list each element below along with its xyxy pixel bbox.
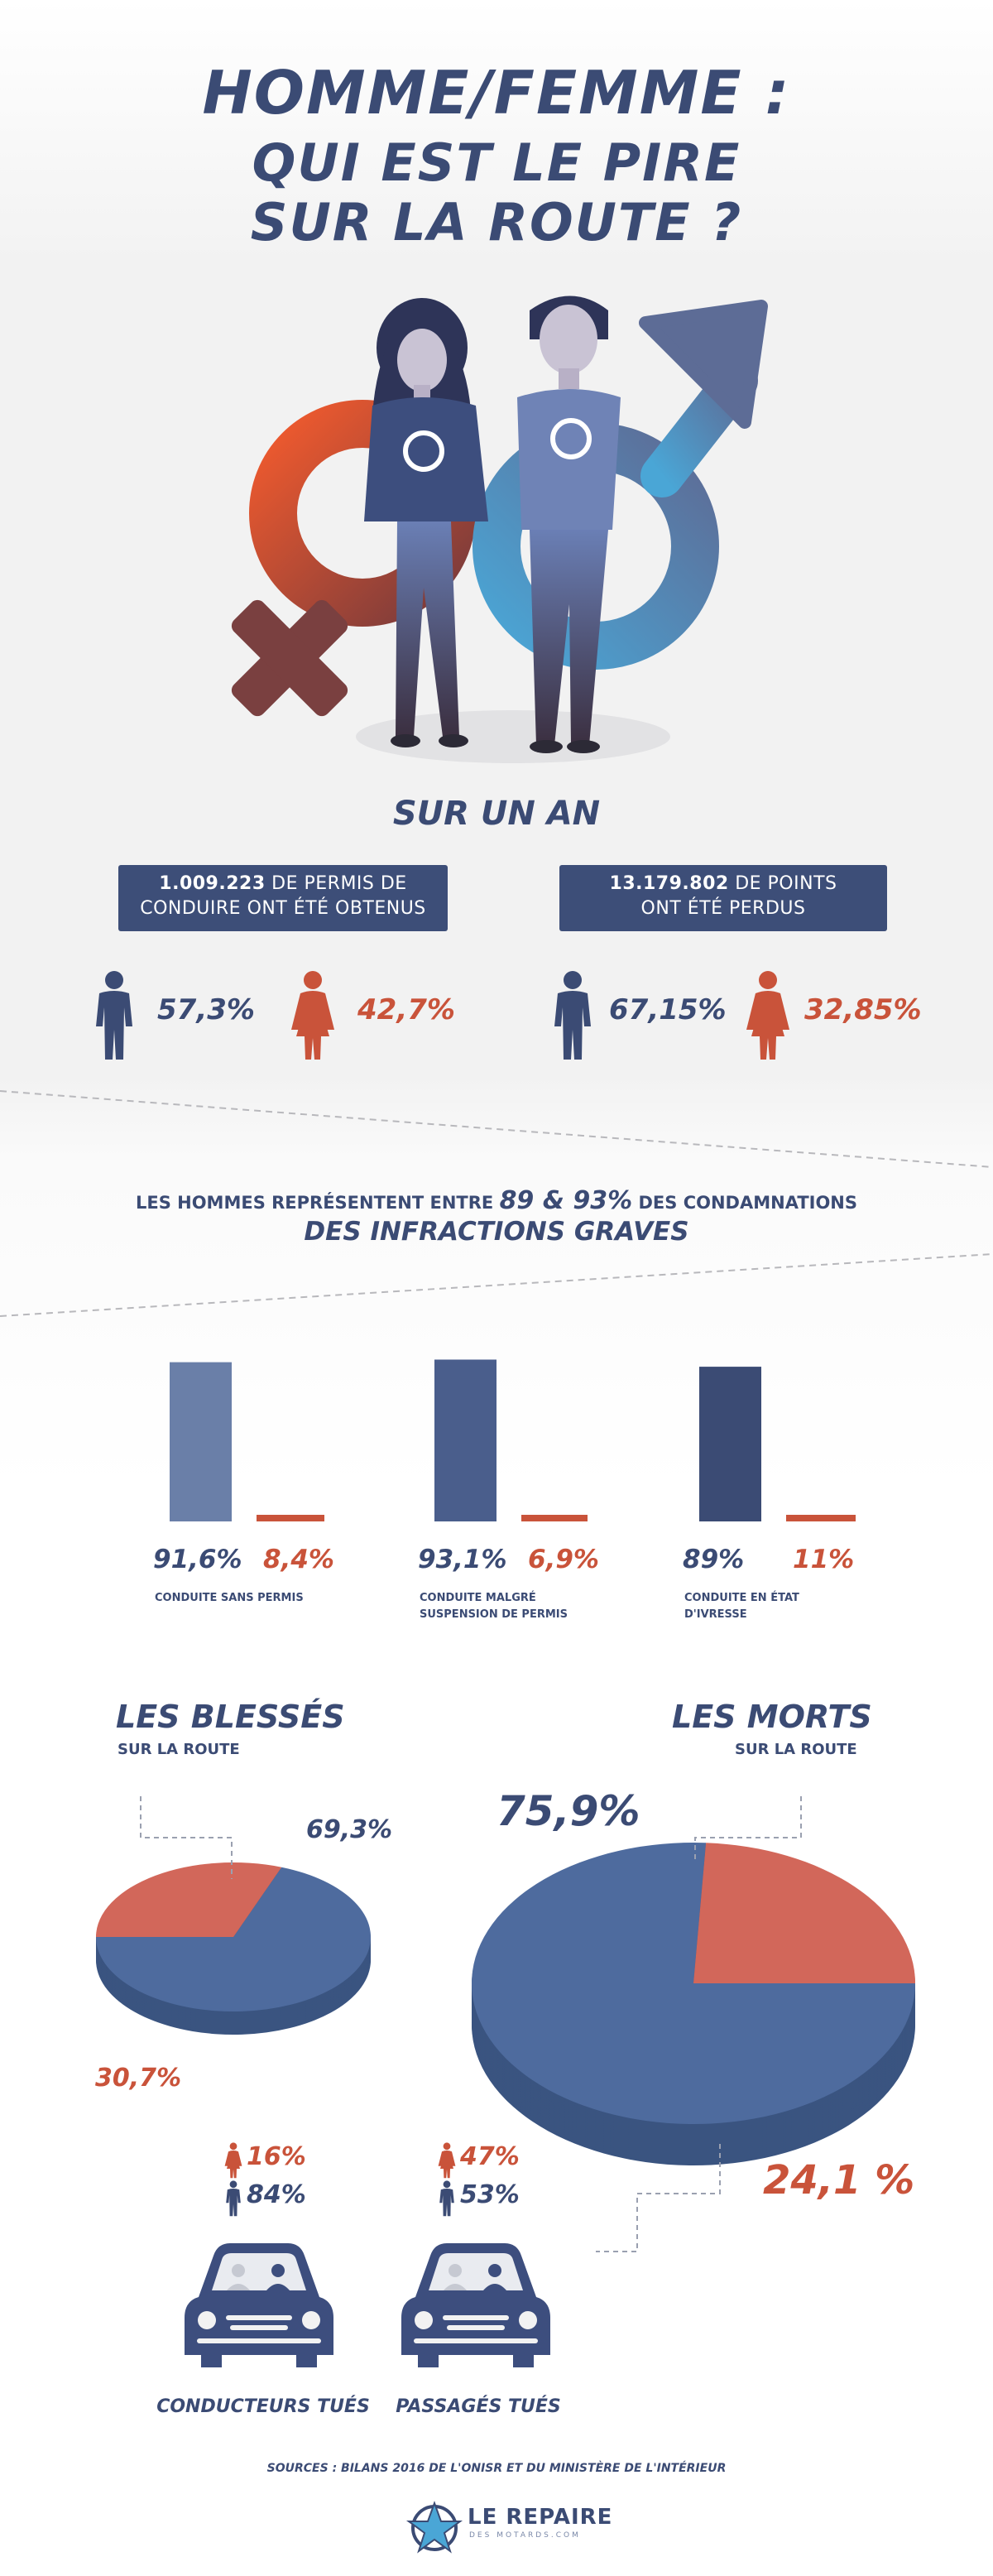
pie-slice (96, 1862, 282, 1937)
bar-label-male: 93,1% (418, 1545, 507, 1574)
pie-slice (693, 1843, 915, 1983)
bar-category-label: SUSPENSION DE PERMIS (420, 1608, 568, 1621)
bar-male (699, 1367, 761, 1521)
infractions-bar-chart: 91,6% 8,4% CONDUITE SANS PERMIS 93,1% 6,9% CO… (153, 1359, 856, 1621)
pie-slice (96, 1867, 371, 2011)
bar-label-female: 11% (793, 1545, 854, 1574)
female-icon-small (224, 2142, 242, 2179)
licenses-male-pct: 57,3% (157, 993, 255, 1026)
bar-category-label: CONDUITE EN ÉTAT (684, 1591, 799, 1604)
woman-figure (364, 298, 488, 747)
logo-name: LE REPAIRE (468, 2505, 613, 2530)
infractions-pre: LES HOMMES REPRÉSENTENT ENTRE (135, 1193, 500, 1213)
drivers-male-pct: 84% (247, 2180, 306, 2209)
licenses-box: 1.009.223 DE PERMIS DE CONDUIRE ONT ÉTÉ … (118, 865, 448, 931)
title-line-2: QUI EST LE PIRE (252, 132, 741, 193)
deaths-subtitle: SUR LA ROUTE (735, 1741, 857, 1758)
leader-line (140, 1796, 233, 1879)
male-person-icon (96, 971, 132, 1060)
leader-line (694, 1796, 802, 1861)
infractions-line-2: DES INFRACTIONS GRAVES (304, 1217, 689, 1247)
pie-value-label: 30,7% (95, 2064, 181, 2093)
pie-slice (471, 1843, 915, 2124)
injured-subtitle: SUR LA ROUTE (118, 1741, 240, 1758)
male-person-icon (554, 971, 591, 1060)
drivers-female-pct: 16% (247, 2142, 306, 2171)
star-logo-icon (405, 2501, 463, 2554)
pie-value-label: 24,1 % (763, 2157, 914, 2204)
licenses-text-1: DE PERMIS DE (271, 873, 407, 894)
licenses-text-2: CONDUIRE ONT ÉTÉ OBTENUS (140, 898, 426, 919)
passengers-killed-caption: PASSAGÉS TUÉS (396, 2396, 561, 2417)
title-line-3: SUR LA ROUTE ? (250, 192, 743, 252)
bar-category-label: CONDUITE SANS PERMIS (155, 1592, 304, 1604)
dashed-separators (0, 1090, 993, 1317)
female-person-icon (291, 971, 334, 1060)
car-drivers-icon (185, 2243, 333, 2367)
bar-male (434, 1359, 496, 1521)
bar-female (786, 1515, 856, 1521)
points-male-pct: 67,15% (609, 993, 727, 1026)
infractions-post: DES CONDAMNATIONS (632, 1193, 858, 1213)
points-text-2: ONT ÉTÉ PERDUS (640, 898, 806, 919)
bar-label-male: 91,6% (153, 1545, 242, 1574)
bar-category-label: CONDUITE MALGRÉ (420, 1591, 536, 1604)
infractions-range: 89 & 93% (499, 1186, 633, 1215)
female-person-icon (746, 971, 789, 1060)
male-icon-small (226, 2180, 241, 2217)
points-female-pct: 32,85% (804, 993, 922, 1026)
drivers-killed-caption: CONDUCTEURS TUÉS (156, 2396, 370, 2417)
sources-text: SOURCES : BILANS 2016 DE L'ONISR ET DU M… (266, 2462, 727, 2475)
car-passengers-icon (401, 2243, 550, 2367)
bar-label-female: 8,4% (263, 1545, 334, 1574)
leader-line (596, 2144, 721, 2252)
bar-label-female: 6,9% (528, 1545, 599, 1574)
licenses-female-pct: 42,7% (357, 993, 455, 1026)
section-heading-year: SUR UN AN (392, 795, 601, 833)
deaths-title: LES MORTS (672, 1699, 872, 1735)
passengers-male-pct: 53% (460, 2180, 520, 2209)
bar-label-male: 89% (683, 1545, 744, 1574)
gender-symbols-illustration (231, 296, 768, 763)
female-icon-small (438, 2142, 456, 2179)
infractions-line-1: LES HOMMES REPRÉSENTENT ENTRE 89 & 93% D… (0, 1186, 993, 1215)
pie-value-label: 75,9% (496, 1787, 640, 1835)
pie-charts: 69,3% 30,7% 75,9% 24,1 % (95, 1787, 915, 2252)
injured-title: LES BLESSÉS (116, 1699, 345, 1735)
bar-male (170, 1362, 232, 1521)
points-text-1: DE POINTS (735, 873, 837, 894)
male-icon-small (439, 2180, 454, 2217)
points-value: 13.179.802 (609, 873, 729, 894)
bar-category-label: D'IVRESSE (684, 1608, 747, 1621)
title-line-1: HOMME/FEMME : (202, 58, 791, 127)
bar-female (521, 1515, 588, 1521)
passengers-female-pct: 47% (460, 2142, 520, 2171)
man-figure (517, 296, 621, 753)
bar-female (257, 1515, 324, 1521)
licenses-value: 1.009.223 (159, 873, 266, 894)
logo-subtitle: DES MOTARDS.COM (469, 2531, 581, 2540)
points-box: 13.179.802 DE POINTS ONT ÉTÉ PERDUS (559, 865, 887, 931)
pie-value-label: 69,3% (306, 1815, 392, 1844)
